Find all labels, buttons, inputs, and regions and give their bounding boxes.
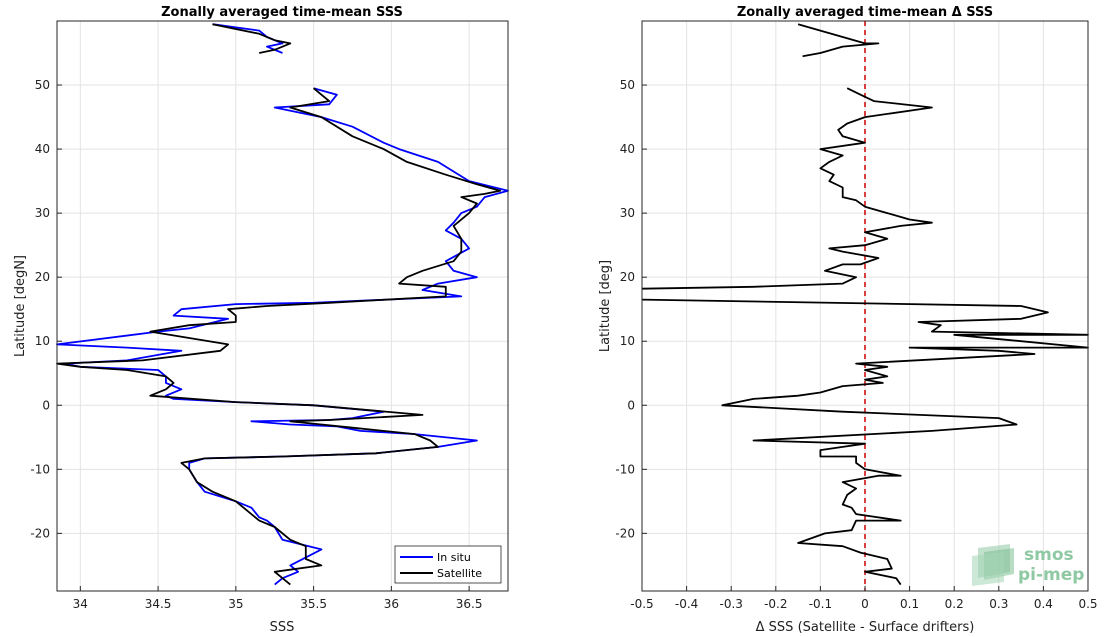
- left-x-tick-label: 34: [73, 597, 88, 611]
- right-x-tick-label: 0.1: [900, 597, 919, 611]
- right-x-axis-label: Δ SSS (Satellite - Surface drifters): [756, 620, 975, 635]
- right-series-group: [641, 23, 1089, 586]
- logo-mark-icon: [972, 544, 1014, 586]
- right-y-tick-label: 40: [620, 142, 635, 156]
- left-x-tick-label: 36.5: [456, 597, 483, 611]
- left-chart-panel: 34 34.5 35 35.5 36 36.5 -20 -10 0 10 20 30 40 50 Zon…: [13, 5, 509, 635]
- right-y-tick-label: -20: [615, 526, 635, 540]
- right-delta-sss-line: [641, 298, 1089, 586]
- left-grid: [57, 21, 508, 591]
- legend-satellite-label: Satellite: [437, 567, 482, 580]
- logo-line1: smos: [1024, 545, 1074, 565]
- left-chart-title: Zonally averaged time-mean SSS: [161, 5, 403, 20]
- left-y-ticks: -20 -10 0 10 20 30 40 50: [30, 78, 62, 540]
- right-chart-title: Zonally averaged time-mean Δ SSS: [737, 5, 993, 20]
- legend-box: [394, 545, 502, 584]
- right-x-tick-label: 0.5: [1078, 597, 1097, 611]
- right-x-tick-label: -0.4: [675, 597, 698, 611]
- left-y-tick-label: 50: [35, 78, 50, 92]
- left-x-ticks: 34 34.5 35 35.5 36 36.5: [73, 586, 483, 611]
- right-x-tick-label: 0.4: [1034, 597, 1053, 611]
- left-y-tick-label: 10: [35, 334, 50, 348]
- left-x-tick-label: 35.5: [300, 597, 327, 611]
- legend: In situ Satellite: [394, 545, 502, 584]
- left-x-tick-label: 36: [384, 597, 399, 611]
- left-y-tick-label: 30: [35, 206, 50, 220]
- smos-pi-mep-logo: smos pi-mep: [972, 544, 1084, 586]
- right-x-tick-label: -0.5: [630, 597, 653, 611]
- right-x-tick-label: -0.2: [764, 597, 787, 611]
- right-y-tick-label: 20: [620, 270, 635, 284]
- left-x-tick-label: 35: [228, 597, 243, 611]
- left-y-tick-label: 20: [35, 270, 50, 284]
- left-x-tick-label: 34.5: [145, 597, 172, 611]
- right-x-tick-label: 0.2: [945, 597, 964, 611]
- left-y-tick-label: 0: [42, 398, 50, 412]
- right-chart-panel: -0.5 -0.4 -0.3 -0.2 -0.1 0 0.1 0.2 0.3 0.4 0.5 -20…: [598, 5, 1098, 635]
- right-y-tick-label: 10: [620, 334, 635, 348]
- right-x-tick-label: -0.3: [719, 597, 742, 611]
- right-y-tick-label: 0: [627, 398, 635, 412]
- right-y-tick-label: -10: [615, 462, 635, 476]
- right-y-ticks: -20 -10 0 10 20 30 40 50: [615, 78, 647, 540]
- left-x-axis-label: SSS: [270, 620, 295, 635]
- left-axes-box: [56, 20, 509, 592]
- right-y-tick-label: 50: [620, 78, 635, 92]
- legend-in-situ-label: In situ: [437, 551, 471, 564]
- left-y-axis-label: Latitude [degN]: [13, 255, 28, 357]
- left-y-tick-label: -20: [30, 526, 50, 540]
- right-delta-sss-line: [641, 87, 933, 290]
- right-x-tick-label: -0.1: [809, 597, 832, 611]
- right-x-tick-label: 0: [861, 597, 869, 611]
- right-y-tick-label: 30: [620, 206, 635, 220]
- right-delta-sss-line: [797, 23, 880, 58]
- right-x-ticks: -0.5 -0.4 -0.3 -0.2 -0.1 0 0.1 0.2 0.3 0.4 0.5: [630, 586, 1098, 611]
- right-y-axis-label: Latitude [deg]: [598, 260, 613, 352]
- right-x-tick-label: 0.3: [989, 597, 1008, 611]
- left-y-tick-label: 40: [35, 142, 50, 156]
- left-y-tick-label: -10: [30, 462, 50, 476]
- logo-line2: pi-mep: [1018, 565, 1084, 585]
- left-satellite-line: [212, 23, 292, 54]
